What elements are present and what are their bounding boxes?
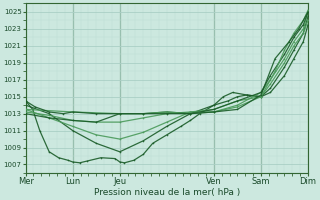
X-axis label: Pression niveau de la mer( hPa ): Pression niveau de la mer( hPa ): [94, 188, 240, 197]
